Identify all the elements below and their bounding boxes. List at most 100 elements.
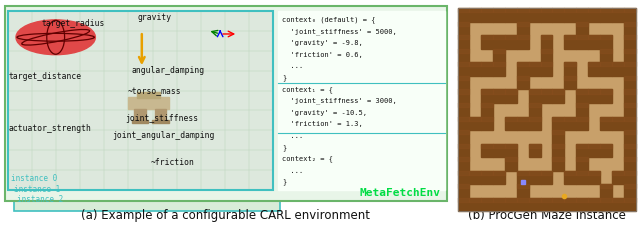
Bar [588, 90, 600, 103]
Bar [505, 36, 517, 50]
Bar [600, 184, 612, 198]
Bar [541, 36, 552, 40]
Bar [623, 90, 636, 94]
Bar [564, 36, 576, 40]
Bar [600, 144, 612, 148]
Bar [529, 144, 541, 158]
Text: ...: ... [282, 63, 303, 69]
Bar [458, 23, 470, 27]
Bar [458, 184, 470, 198]
Bar [564, 63, 576, 67]
Bar [493, 144, 505, 148]
Bar [588, 63, 600, 67]
Bar [576, 23, 588, 27]
Bar [505, 158, 517, 161]
Bar [458, 23, 470, 36]
Bar [481, 103, 493, 108]
Bar [623, 198, 636, 202]
Bar [623, 63, 636, 77]
Bar [481, 198, 493, 202]
Bar [481, 36, 493, 50]
Bar [623, 63, 636, 67]
Bar [481, 63, 493, 67]
Bar [155, 109, 166, 122]
Bar [564, 77, 576, 90]
Bar [505, 158, 517, 171]
Bar [576, 117, 588, 121]
Bar [588, 198, 600, 202]
Bar [493, 90, 505, 103]
Text: instance 0: instance 0 [11, 173, 57, 182]
Bar [564, 171, 576, 175]
Bar [128, 98, 169, 110]
Bar [576, 144, 588, 148]
Bar [505, 144, 517, 148]
Bar [623, 131, 636, 134]
Text: 'joint_stiffness' = 5000,: 'joint_stiffness' = 5000, [282, 28, 397, 34]
Bar [576, 9, 588, 23]
Bar [529, 171, 541, 184]
Bar [576, 117, 588, 131]
Bar [541, 50, 552, 63]
Bar [529, 63, 541, 67]
Text: (b) ProcGen Maze instance: (b) ProcGen Maze instance [468, 208, 625, 221]
Bar [470, 63, 481, 77]
Bar [481, 198, 493, 211]
Bar [470, 117, 481, 131]
Bar [612, 63, 623, 67]
Bar [458, 90, 470, 103]
Bar [623, 103, 636, 108]
Bar [493, 9, 505, 23]
Text: context₂ = {: context₂ = { [282, 155, 333, 162]
Bar [623, 144, 636, 158]
Bar [481, 36, 493, 40]
Bar [564, 198, 576, 211]
Bar [458, 103, 470, 117]
Bar [529, 171, 541, 175]
Bar [576, 171, 588, 184]
Bar [600, 9, 612, 13]
Text: 'gravity' = -9.8,: 'gravity' = -9.8, [282, 40, 363, 46]
Bar [552, 144, 564, 158]
Bar [529, 117, 541, 121]
Bar [458, 131, 470, 144]
Bar [458, 131, 470, 134]
Bar [517, 36, 529, 50]
Bar [552, 9, 564, 23]
Bar [493, 36, 505, 50]
Bar [470, 198, 481, 202]
Bar [517, 117, 529, 121]
Text: 'friction' = 1.3,: 'friction' = 1.3, [282, 121, 363, 127]
Bar [278, 12, 445, 191]
Bar [458, 50, 470, 63]
Bar [576, 90, 588, 94]
Bar [458, 9, 470, 23]
Bar [541, 171, 552, 175]
Bar [623, 171, 636, 175]
Bar [623, 158, 636, 171]
Bar [517, 63, 529, 77]
Bar [564, 36, 576, 50]
Bar [493, 198, 505, 211]
Bar [481, 90, 493, 94]
Bar [481, 90, 493, 103]
Bar [529, 63, 541, 77]
Bar [493, 63, 505, 77]
Bar [505, 144, 517, 158]
Text: joint_stiffness: joint_stiffness [125, 114, 198, 123]
Bar [458, 184, 470, 188]
Bar [552, 117, 564, 131]
Bar [564, 117, 576, 121]
Bar [541, 90, 552, 103]
Bar [493, 90, 505, 94]
Bar [517, 9, 529, 13]
Bar [588, 171, 600, 184]
Text: context₀ (default) = {: context₀ (default) = { [282, 16, 376, 23]
Bar [493, 171, 505, 175]
Bar [481, 117, 493, 121]
Bar [576, 23, 588, 36]
Bar [11, 22, 276, 201]
Bar [517, 77, 529, 90]
Bar [623, 36, 636, 50]
Bar [576, 158, 588, 171]
